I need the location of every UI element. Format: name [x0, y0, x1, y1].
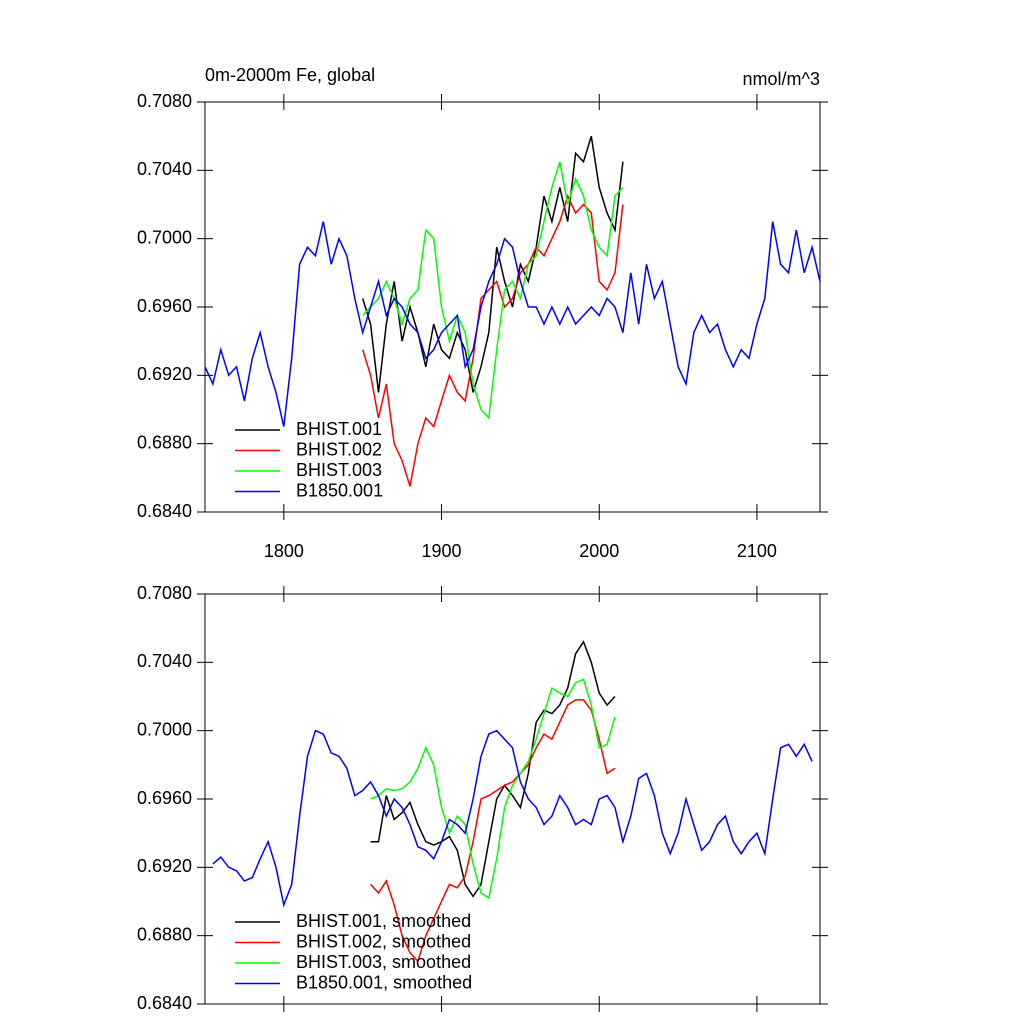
legend-label: BHIST.001	[296, 419, 382, 439]
y-tick-label: 0.7000	[137, 227, 192, 247]
y-tick-label: 0.6880	[137, 432, 192, 452]
y-tick-label: 0.7000	[137, 719, 192, 739]
data-line	[370, 640, 616, 898]
y-tick-label: 0.6920	[137, 364, 192, 384]
data-line	[370, 699, 616, 963]
y-tick-label: 0.7080	[137, 583, 192, 603]
legend-label: BHIST.002, smoothed	[296, 931, 471, 951]
y-tick-label: 0.7040	[137, 651, 192, 671]
y-tick-label: 0.7080	[137, 91, 192, 111]
x-tick-label: 1800	[264, 541, 304, 561]
y-tick-label: 0.6960	[137, 788, 192, 808]
data-line	[361, 135, 624, 393]
legend-label: BHIST.003, smoothed	[296, 952, 471, 972]
legend-label: BHIST.002	[296, 439, 382, 459]
legend-label: BHIST.003	[296, 460, 382, 480]
chart-title: 0m-2000m Fe, global	[205, 65, 375, 85]
y-tick-label: 0.6960	[137, 296, 192, 316]
x-tick-label: 2000	[579, 541, 619, 561]
legend-label: B1850.001, smoothed	[296, 972, 472, 992]
y-tick-label: 0.6880	[137, 924, 192, 944]
y-tick-label: 0.6840	[137, 993, 192, 1013]
y-tick-label: 0.6840	[137, 501, 192, 521]
data-line	[370, 678, 616, 900]
data-line	[204, 221, 821, 427]
data-line	[362, 161, 624, 420]
y-tick-label: 0.6920	[137, 856, 192, 876]
legend-label: BHIST.001, smoothed	[296, 911, 471, 931]
x-tick-label: 2100	[737, 541, 777, 561]
legend-label: B1850.001	[296, 480, 383, 500]
data-line	[361, 193, 624, 487]
y-tick-label: 0.7040	[137, 159, 192, 179]
x-tick-label: 1900	[422, 541, 462, 561]
units-label: nmol/m^3	[743, 69, 820, 89]
data-line	[212, 729, 813, 908]
